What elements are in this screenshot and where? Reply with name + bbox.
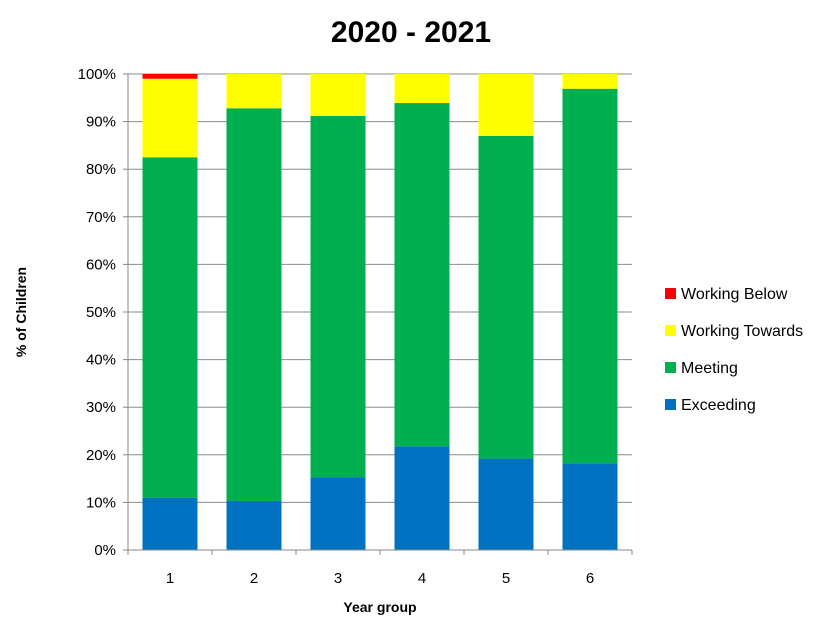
y-tick-label: 40%	[86, 352, 116, 369]
legend-label: Exceeding	[681, 397, 756, 414]
bar-segment	[562, 74, 618, 89]
y-tick-label: 10%	[86, 494, 116, 511]
bar-segment	[562, 88, 618, 464]
y-tick-label: 0%	[94, 542, 116, 559]
bar-segment	[478, 458, 534, 550]
y-tick-label: 80%	[86, 161, 116, 178]
bar-segment	[394, 103, 450, 447]
legend-label: Working Towards	[681, 323, 803, 340]
gridlines	[128, 73, 632, 503]
y-tick-label: 60%	[86, 256, 116, 273]
legend-swatch	[665, 362, 676, 373]
bar-segment	[142, 157, 198, 498]
y-tick-label: 30%	[86, 399, 116, 416]
y-tick-label: 50%	[86, 304, 116, 321]
legend-swatch	[665, 288, 676, 299]
x-tick-label: 6	[586, 570, 594, 587]
legend: Working Below Working Towards Meeting Excee…	[665, 286, 803, 414]
x-ticks: 1 2 3 4 5 6	[127, 550, 633, 587]
x-tick-label: 2	[250, 570, 258, 587]
bar-segment	[478, 135, 534, 459]
y-axis-label: % of Children	[13, 267, 29, 357]
bar-segment	[226, 74, 282, 109]
y-tick-label: 90%	[86, 114, 116, 131]
legend-swatch	[665, 325, 676, 336]
bar-segment	[394, 446, 450, 550]
chart-title: 2020 - 2021	[331, 16, 491, 49]
legend-swatch	[665, 399, 676, 410]
bar-segment	[310, 477, 366, 550]
bars	[142, 74, 618, 550]
bar-segment	[142, 497, 198, 550]
bar-segment	[310, 74, 366, 116]
y-tick-label: 70%	[86, 209, 116, 226]
x-tick-label: 5	[502, 570, 510, 587]
legend-label: Working Below	[681, 286, 788, 303]
y-tick-label: 100%	[78, 66, 116, 83]
bar-segment	[394, 74, 450, 104]
x-tick-label: 1	[166, 570, 174, 587]
bar-segment	[142, 74, 198, 79]
y-ticks: 0% 10% 20% 30% 40% 50% 60% 70% 80% 90% 100%	[78, 66, 128, 559]
bar-segment	[562, 463, 618, 550]
x-tick-label: 4	[418, 570, 426, 587]
bar-segment	[226, 108, 282, 501]
x-axis-label: Year group	[343, 599, 416, 615]
bar-segment	[478, 74, 534, 136]
x-tick-label: 3	[334, 570, 342, 587]
bar-segment	[310, 115, 366, 478]
bar-segment	[226, 500, 282, 550]
bar-segment	[142, 78, 198, 158]
y-tick-label: 20%	[86, 447, 116, 464]
legend-label: Meeting	[681, 360, 738, 377]
